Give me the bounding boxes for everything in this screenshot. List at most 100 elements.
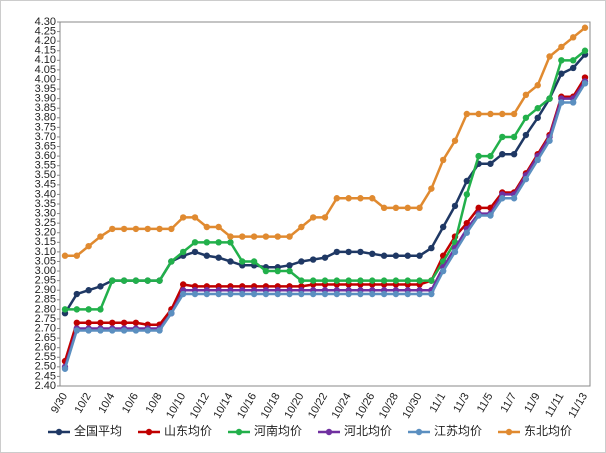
data-point [215,239,222,246]
data-point [416,277,423,284]
data-point [404,204,411,212]
data-point [499,110,506,118]
data-point [357,248,364,256]
data-point [85,287,92,294]
y-tick-label: 3.50 [35,169,56,181]
data-point [463,177,471,185]
data-point [298,277,305,284]
legend-marker [325,428,333,436]
data-point [522,91,530,99]
data-point [120,327,128,334]
data-point [487,212,494,219]
data-point [546,53,553,60]
y-tick-label: 2.95 [35,275,56,287]
data-point [168,225,175,233]
data-point [85,306,92,313]
data-point [321,277,329,284]
data-point [357,290,364,298]
legend-label: 东北均价 [524,424,572,438]
data-point [321,254,329,261]
data-point [558,70,565,77]
data-point [73,252,81,259]
data-point [428,244,435,252]
data-point [61,252,69,259]
data-point [534,114,541,121]
data-point [298,290,305,298]
data-point [179,248,187,256]
data-point [309,290,317,298]
data-point [404,290,411,298]
data-point [510,195,518,202]
y-tick-label: 3.45 [35,179,56,191]
data-point [73,306,81,313]
data-point [416,252,423,259]
data-point [156,225,163,233]
y-tick-label: 3.85 [35,102,56,114]
data-point [179,290,187,298]
data-point [439,223,447,231]
legend-label: 江苏均价 [434,424,482,438]
data-point [487,152,494,160]
y-tick-label: 4.20 [35,35,56,47]
data-point [215,223,222,231]
y-tick-label: 2.75 [35,313,56,325]
data-point [179,214,187,221]
data-point [558,57,565,64]
data-point [109,319,116,326]
data-point [392,290,400,298]
y-tick-label: 4.15 [35,45,56,57]
data-point [309,277,317,284]
data-point [569,64,577,72]
data-point [132,319,140,326]
data-point [298,223,305,231]
data-point [239,258,246,265]
data-point [321,290,329,298]
data-point [227,290,234,298]
data-point [345,277,352,284]
data-point [109,225,116,233]
data-point [286,262,293,269]
y-tick-label: 2.90 [35,284,56,296]
data-point [369,195,376,202]
data-point [168,310,175,317]
y-tick-label: 3.80 [35,112,56,124]
data-point [203,223,211,231]
data-point [369,277,376,284]
y-tick-label: 2.80 [35,303,56,315]
data-point [333,277,341,284]
y-tick-label: 3.30 [35,207,56,219]
data-point [309,214,317,221]
y-tick-label: 2.85 [35,294,56,306]
data-point [380,204,388,212]
data-point [144,277,151,284]
y-tick-label: 4.25 [35,25,56,37]
legend-marker [505,428,513,436]
data-point [215,254,222,261]
data-point [61,306,69,313]
data-point [262,233,270,240]
legend-label: 河南均价 [254,423,302,438]
data-point [463,229,471,236]
data-point [451,202,459,210]
data-point [439,267,447,275]
data-point [156,327,163,334]
legend-label: 山东均价 [164,424,212,438]
y-tick-label: 3.65 [35,140,56,152]
data-point [475,212,482,219]
data-point [499,133,506,141]
data-point [227,239,234,246]
data-point [286,290,293,298]
data-point [404,277,411,284]
data-point [73,290,81,298]
y-tick-label: 3.05 [35,255,56,267]
data-point [380,277,388,284]
data-point [109,327,116,334]
data-point [132,277,140,284]
data-point [97,233,104,240]
data-point [463,219,471,227]
data-point [73,319,81,326]
data-point [569,99,577,106]
data-point [179,281,187,288]
data-point [262,267,270,275]
